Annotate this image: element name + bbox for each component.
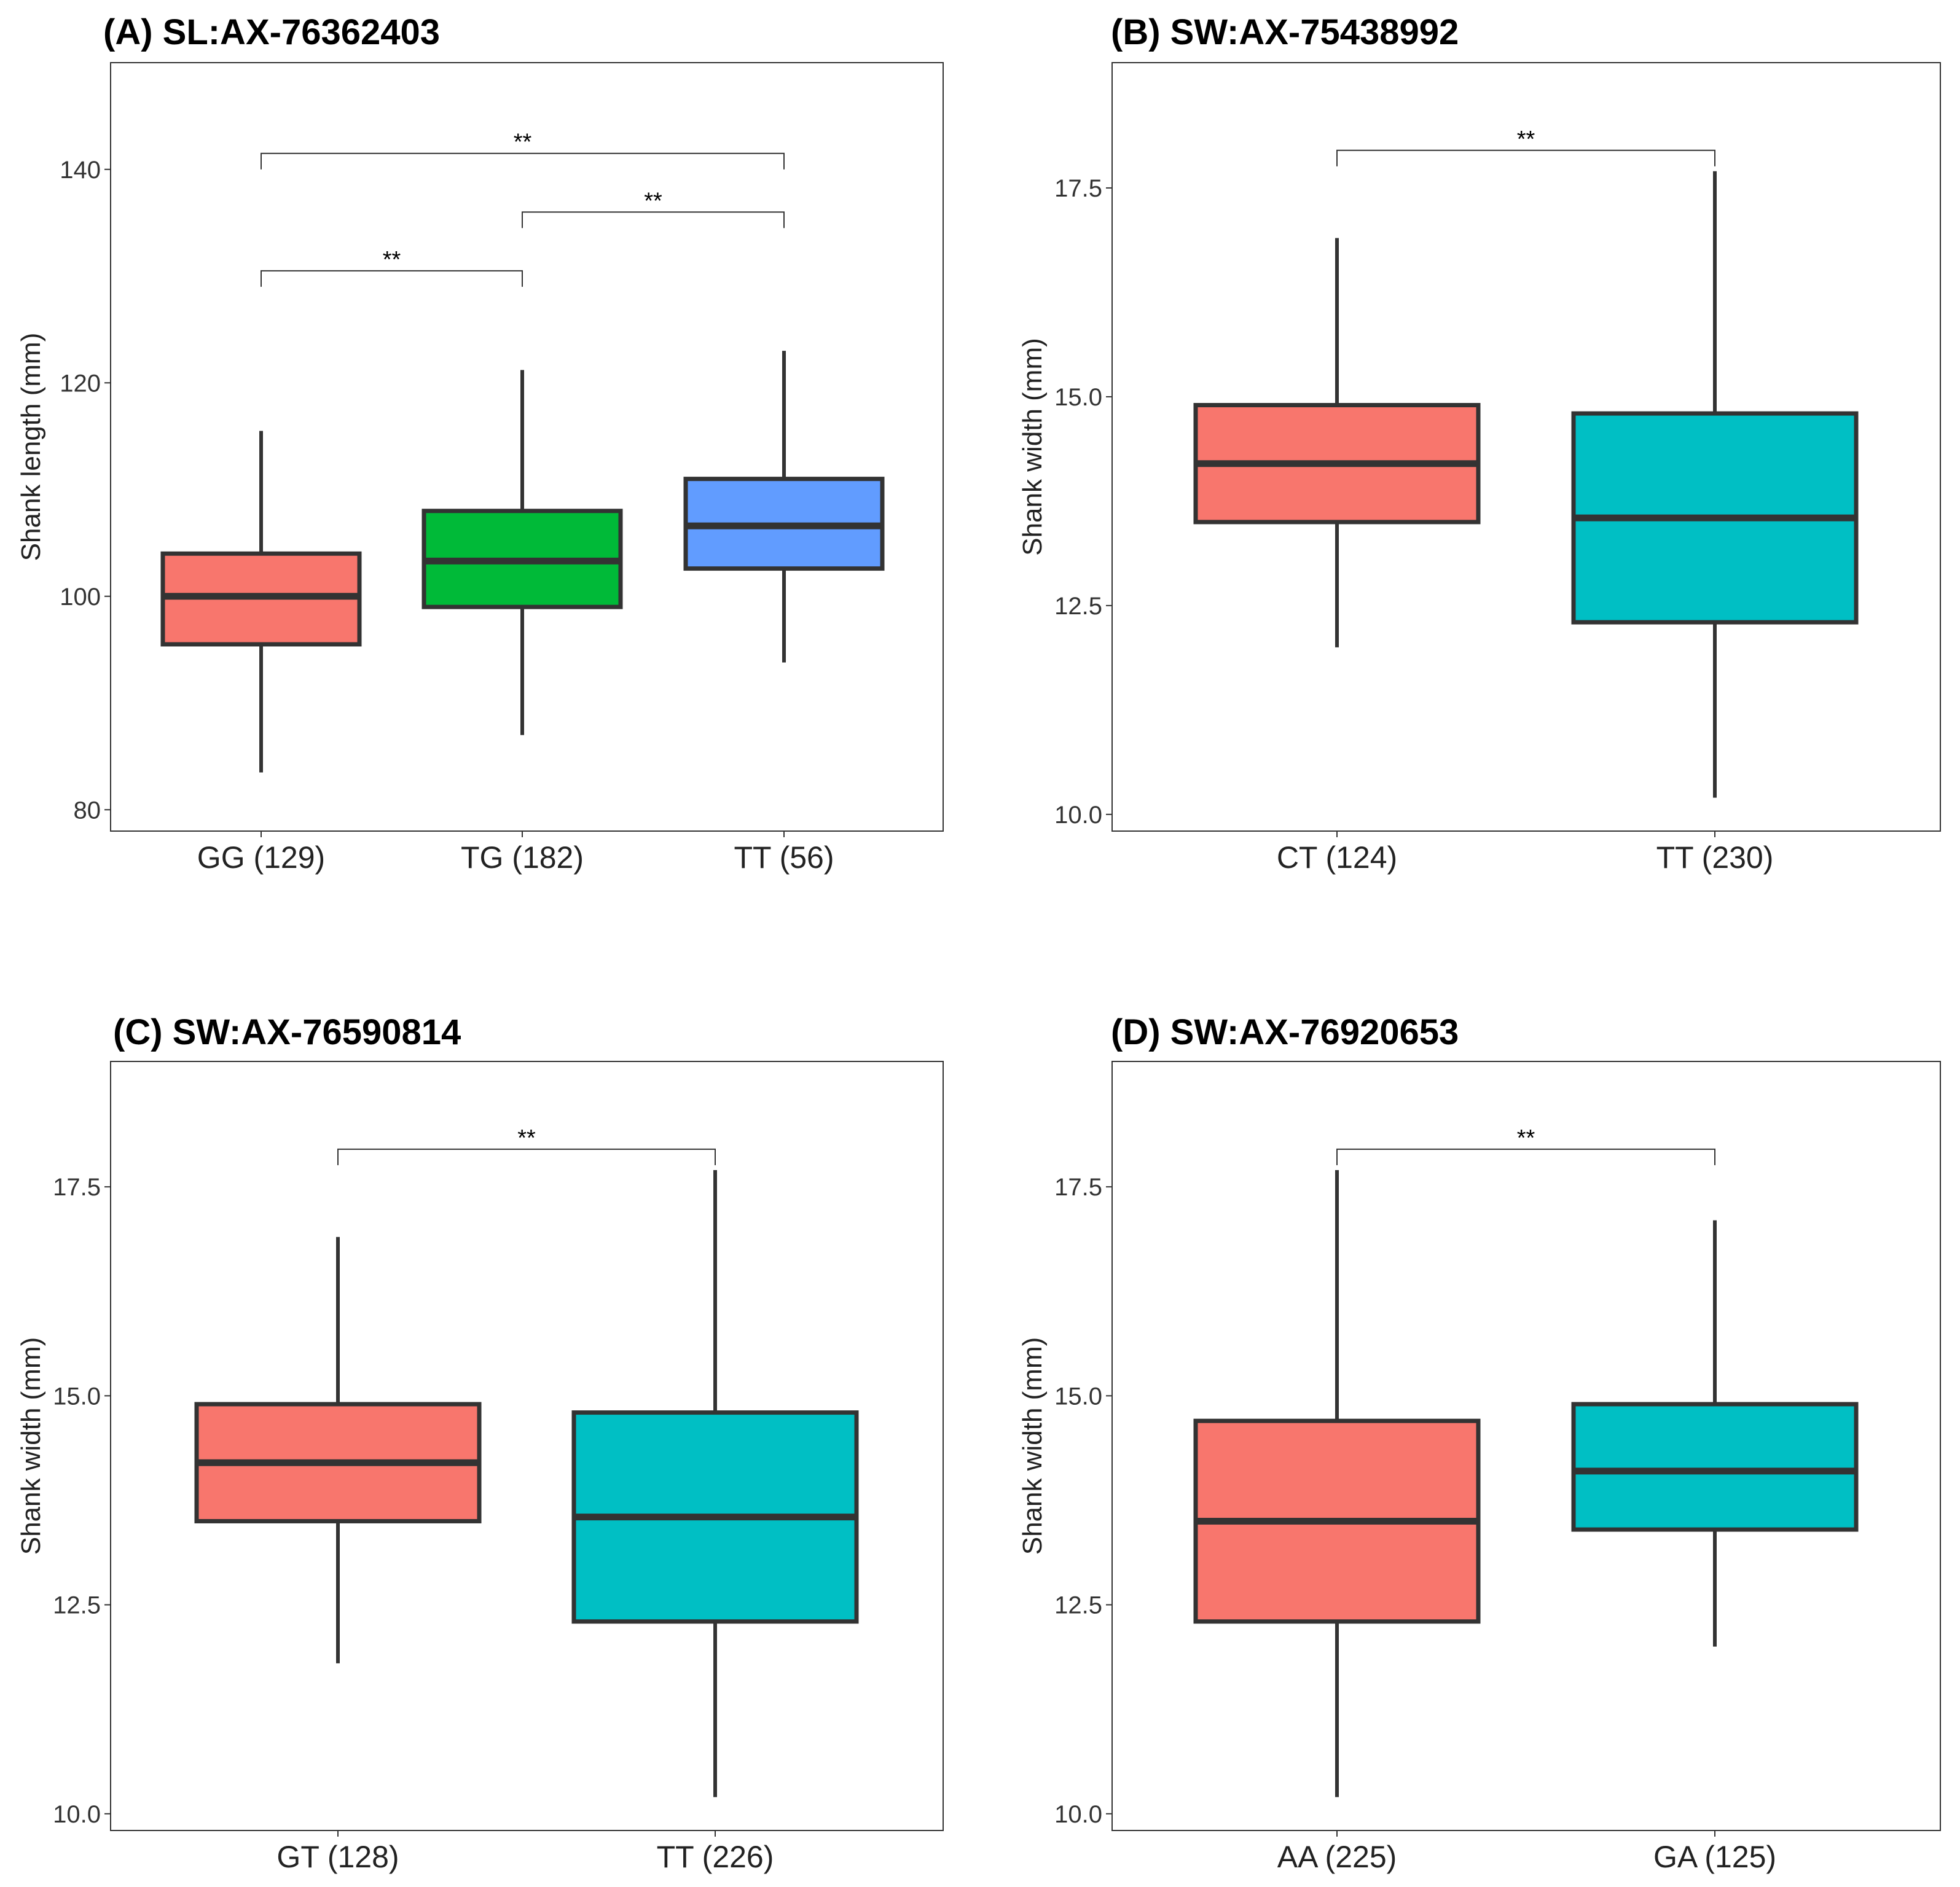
bracket-line [522,211,785,229]
x-tick-label: AA (225) [1277,1840,1397,1874]
y-tick-label: 12.5 [1054,1592,1102,1619]
y-tick-label: 10.0 [1054,802,1102,829]
bracket-line [1336,149,1715,166]
plot-frame [1111,1061,1941,1831]
significance-bracket: ** [522,188,785,229]
box-1 [1193,1170,1481,1797]
y-tick-label: 10.0 [53,1801,101,1828]
y-tick-label: 17.5 [1054,175,1102,202]
significance-label: ** [514,130,532,155]
y-axis-label: Shank width (mm) [1017,338,1048,556]
bracket-line [1336,1148,1715,1165]
y-tick-label: 100 [60,584,101,611]
significance-bracket: ** [337,1125,716,1165]
box-2 [1571,171,1859,798]
box-3 [683,351,885,663]
bracket-line [261,270,523,287]
box-1 [160,431,362,773]
y-tick-label: 10.0 [1054,1801,1102,1828]
y-tick-label: 120 [60,370,101,397]
significance-label: ** [383,247,401,273]
panel-title: (D) SW:AX-76920653 [1111,1012,1459,1052]
significance-bracket: ** [261,130,785,170]
plot-frame [110,1061,944,1831]
chart-panel-a: (A) SL:AX-76362403 Shank length (mm) 80 100… [16,12,944,875]
x-tick-label: GG (129) [197,840,325,875]
y-tick-label: 12.5 [1054,593,1102,620]
y-tick-label: 15.0 [1054,1383,1102,1410]
plot-frame [1111,62,1941,832]
significance-bracket: ** [261,247,523,287]
significance-bracket: ** [1336,127,1715,166]
panel-title: (C) SW:AX-76590814 [113,1012,461,1052]
x-tick-label: TG (182) [461,840,584,875]
x-tick-label: TT (56) [734,840,834,875]
bracket-line [337,1148,716,1165]
panel-title: (B) SW:AX-75438992 [1111,12,1459,52]
box-2 [421,370,623,735]
chart-panel-d: (D) SW:AX-76920653 Shank width (mm) 10.0 12… [1017,1012,1941,1874]
significance-label: ** [1517,1125,1535,1151]
significance-label: ** [644,188,662,214]
chart-panel-b: (B) SW:AX-75438992 Shank width (mm) 10.0 12… [1017,12,1941,875]
y-tick-label: 140 [60,157,101,184]
y-tick-label: 12.5 [53,1592,101,1619]
significance-bracket: ** [1336,1125,1715,1165]
y-tick-label: 17.5 [53,1174,101,1201]
box-2 [1571,1220,1859,1647]
y-tick-label: 15.0 [1054,384,1102,411]
box-iqr [1571,1402,1859,1532]
significance-label: ** [1517,127,1535,152]
bracket-line [261,152,785,170]
significance-label: ** [517,1125,536,1151]
panel-title: (A) SL:AX-76362403 [103,12,440,52]
y-tick-label: 15.0 [53,1383,101,1410]
y-axis-label: Shank width (mm) [1017,1337,1048,1555]
y-axis-label: Shank width (mm) [16,1337,46,1555]
x-tick-label: TT (230) [1656,840,1774,875]
box-1 [194,1237,482,1663]
x-tick-label: GT (128) [276,1840,399,1874]
box-2 [571,1170,859,1797]
chart-panel-c: (C) SW:AX-76590814 Shank width (mm) 10.0 12… [16,1012,944,1874]
y-tick-label: 80 [74,797,101,824]
box-1 [1193,238,1481,647]
plot-frame [110,62,944,832]
x-tick-label: TT (226) [657,1840,774,1874]
x-tick-label: GA (125) [1653,1840,1776,1874]
x-tick-label: CT (124) [1277,840,1397,875]
y-tick-label: 17.5 [1054,1174,1102,1201]
y-axis-label: Shank length (mm) [16,333,46,561]
